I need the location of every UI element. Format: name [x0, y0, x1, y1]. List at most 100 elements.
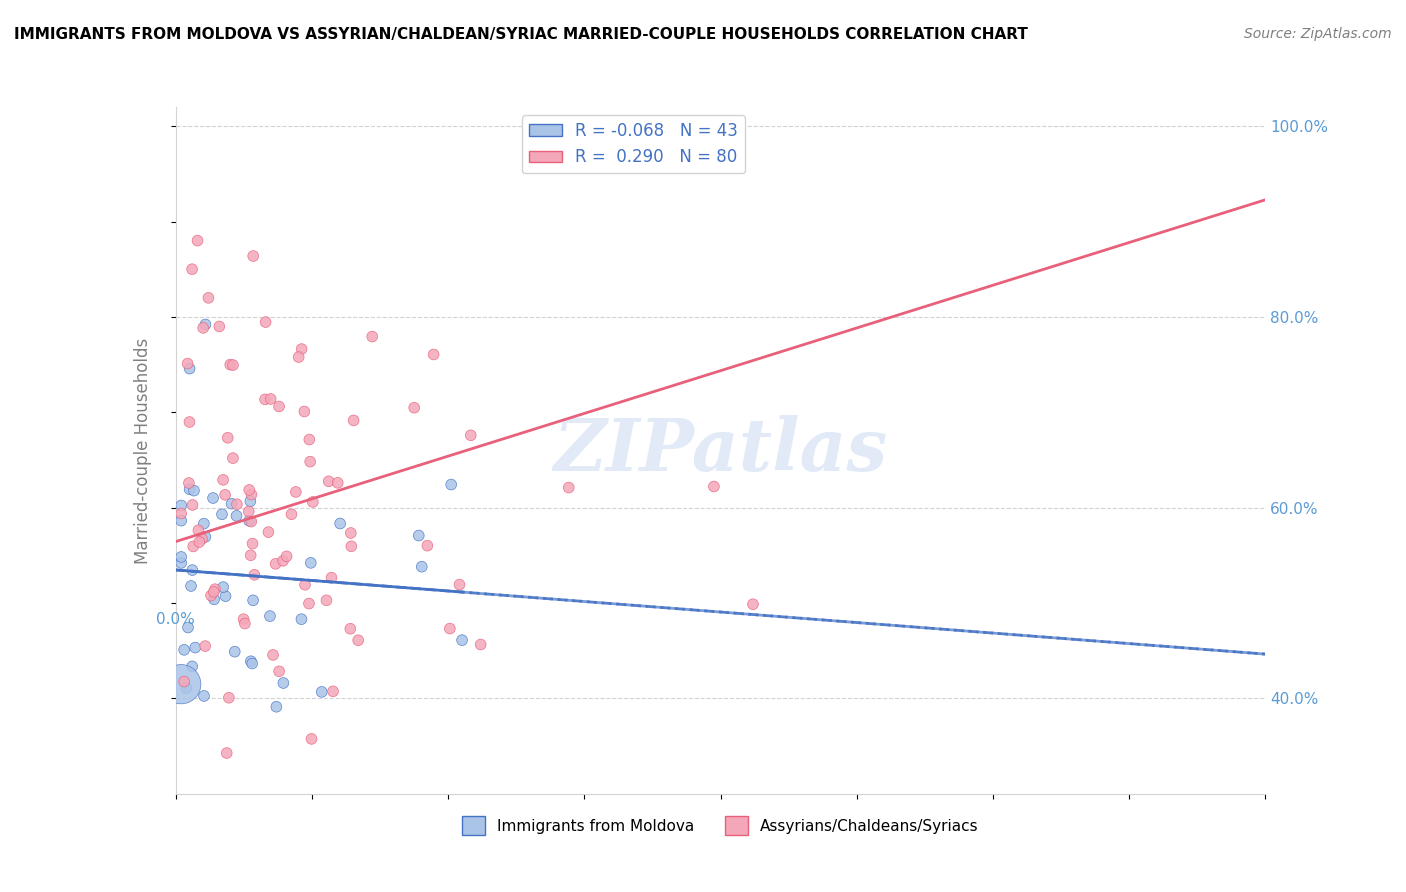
Point	[243, 567, 266, 582]
Point	[187, 523, 209, 537]
Point	[224, 645, 246, 659]
Point	[200, 589, 222, 603]
Point	[347, 633, 370, 648]
Point	[179, 415, 201, 429]
Point	[177, 475, 200, 490]
Point	[239, 494, 262, 508]
Point	[179, 482, 201, 496]
Point	[259, 609, 281, 624]
Point	[180, 579, 202, 593]
Point	[299, 556, 322, 570]
Point	[242, 593, 264, 607]
Point	[194, 530, 217, 544]
Point	[294, 578, 316, 592]
Point	[193, 321, 215, 335]
Point	[239, 549, 262, 563]
Point	[242, 249, 264, 263]
Point	[193, 516, 215, 531]
Point	[266, 699, 288, 714]
Point	[449, 577, 471, 591]
Point	[271, 554, 294, 568]
Text: Source: ZipAtlas.com: Source: ZipAtlas.com	[1244, 27, 1392, 41]
Point	[212, 473, 235, 487]
Point	[254, 315, 277, 329]
Point	[422, 347, 444, 361]
Point	[287, 350, 309, 364]
Point	[326, 475, 349, 490]
Point	[217, 431, 239, 445]
Text: 0.0%: 0.0%	[156, 612, 195, 627]
Point	[194, 318, 217, 332]
Point	[284, 484, 307, 499]
Point	[291, 342, 314, 356]
Point	[240, 657, 263, 671]
Point	[194, 639, 217, 653]
Point	[269, 665, 291, 679]
Point	[202, 592, 225, 607]
Point	[254, 392, 277, 407]
Point	[191, 532, 214, 546]
Point	[242, 536, 264, 550]
Point	[298, 433, 321, 447]
Point	[416, 539, 439, 553]
Point	[262, 648, 284, 662]
Point	[208, 319, 231, 334]
Point	[238, 504, 260, 518]
Point	[280, 508, 302, 522]
Point	[181, 563, 204, 577]
Point	[273, 676, 295, 690]
Point	[264, 557, 287, 571]
Point	[214, 488, 236, 502]
Point	[276, 549, 298, 564]
Point	[221, 497, 243, 511]
Point	[290, 612, 312, 626]
Point	[329, 516, 352, 531]
Point	[170, 677, 193, 691]
Point	[222, 358, 245, 372]
Point	[240, 487, 263, 501]
Point	[322, 684, 344, 698]
Point	[170, 514, 193, 528]
Point	[170, 499, 193, 513]
Point	[703, 479, 725, 493]
Point	[404, 401, 426, 415]
Point	[742, 597, 765, 611]
Point	[173, 674, 195, 689]
Point	[173, 643, 195, 657]
Point	[232, 612, 254, 626]
Point	[176, 681, 198, 695]
Point	[301, 731, 323, 746]
Point	[181, 659, 204, 673]
Point	[184, 640, 207, 655]
Point	[197, 291, 219, 305]
Point	[181, 540, 204, 554]
Point	[340, 539, 363, 553]
Point	[211, 508, 233, 522]
Point	[460, 428, 482, 442]
Point	[311, 685, 333, 699]
Point	[298, 597, 321, 611]
Legend: Immigrants from Moldova, Assyrians/Chaldeans/Syriacs: Immigrants from Moldova, Assyrians/Chald…	[456, 810, 986, 841]
Point	[170, 549, 193, 564]
Point	[212, 580, 235, 594]
Text: ZIPatlas: ZIPatlas	[554, 415, 887, 486]
Point	[439, 622, 461, 636]
Point	[292, 404, 315, 418]
Point	[451, 633, 474, 648]
Point	[361, 329, 384, 343]
Point	[218, 690, 240, 705]
Point	[299, 455, 322, 469]
Point	[260, 392, 283, 406]
Point	[340, 526, 363, 541]
Point	[177, 620, 200, 634]
Point	[188, 535, 211, 549]
Point	[233, 616, 256, 631]
Point	[193, 689, 215, 703]
Point	[239, 654, 262, 668]
Point	[179, 361, 201, 376]
Point	[181, 262, 204, 277]
Point	[170, 556, 193, 570]
Point	[215, 746, 238, 760]
Y-axis label: Married-couple Households: Married-couple Households	[134, 337, 152, 564]
Point	[222, 451, 245, 466]
